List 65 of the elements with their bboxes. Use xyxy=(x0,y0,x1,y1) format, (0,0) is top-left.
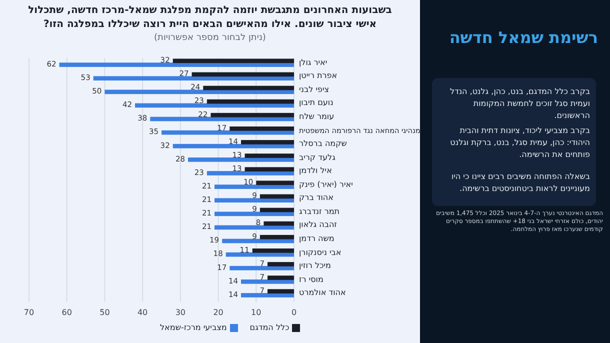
chart-title: בשבועות האחרונים מתגבשת יוזמה להקמת מפלגת שמאל-מרכז חדשה, שתכלול אישי ציבור שונים. אילו מהאישים הבאים היית רוצה שיכללו במפלגה הזו? xyxy=(27,4,393,32)
bar xyxy=(252,248,294,253)
bar xyxy=(241,140,294,144)
text: בקרב מצביעי ליכוד, ציונות דתית והבית היהודי: כהן, עמית סגל, בנט, ברקת וגלנט פותחים את הרשימה. xyxy=(449,125,590,161)
bar xyxy=(241,280,294,284)
bar xyxy=(268,262,294,266)
y-tick-label: מוסי רז xyxy=(299,274,324,284)
y-tick-label: יאיר גולן xyxy=(299,58,328,67)
y-tick-label: נועם תיבון xyxy=(299,98,334,108)
x-tick-label: 60 xyxy=(62,308,72,317)
chart-subtitle: (ניתן לבחור מספר אפשרויות) xyxy=(153,33,267,43)
y-tick-label: אבי ניסנקורן xyxy=(299,248,342,257)
x-tick-label: 20 xyxy=(213,308,224,317)
text: בקרב כלל המדגם, בנט, כהן, גלנט, הנדל ועמית סגל זוכים לחמשת המקומות הראשונים. xyxy=(448,86,590,122)
bar xyxy=(256,180,294,186)
bar xyxy=(260,194,294,199)
bar xyxy=(268,289,294,294)
legend-label: מצביעי מרכז-שמאל xyxy=(160,323,227,332)
bar xyxy=(214,212,294,216)
bar xyxy=(172,58,294,64)
bar xyxy=(206,99,294,104)
y-tick-label: גלעד קריב xyxy=(299,152,336,162)
x-tick-label: 70 xyxy=(24,308,34,317)
text: בשאלה הפתוחה משיבים רבים ציינו כי היו מעוניינים לראות ביטחוניסטים ברשימה. xyxy=(450,171,590,195)
bar xyxy=(230,126,294,131)
y-tick-label: איל ולדמן xyxy=(299,166,332,176)
bar xyxy=(241,293,294,298)
bar xyxy=(172,144,294,148)
y-tick-label: עומר שלח xyxy=(299,112,334,121)
bar xyxy=(244,167,294,172)
y-tick-label: משה רדמן xyxy=(299,234,334,243)
x-tick-label: 10 xyxy=(251,308,262,317)
bar xyxy=(135,103,294,108)
bar xyxy=(244,154,294,158)
bar xyxy=(203,86,294,90)
bar xyxy=(214,225,294,230)
bar xyxy=(260,208,294,212)
legend-label: כלל המדגם xyxy=(250,323,290,332)
bar xyxy=(268,276,294,280)
y-tick-label: יאיר (יאיר) פינק xyxy=(299,180,353,189)
y-tick-label: שקמה ברסלר xyxy=(299,139,347,148)
x-tick-label: 40 xyxy=(137,308,148,317)
bar xyxy=(230,266,294,270)
bar xyxy=(188,158,294,162)
bar xyxy=(192,72,294,77)
y-tick-label: אהוד אולמרט xyxy=(299,288,346,298)
bar xyxy=(59,62,294,67)
bar xyxy=(214,198,294,202)
bar xyxy=(206,171,294,176)
x-tick-label: 50 xyxy=(100,308,110,317)
y-tick-label: זהבה גלאון xyxy=(299,220,337,230)
y-tick-label: אהוד ברק xyxy=(299,193,334,202)
bar xyxy=(264,221,294,226)
y-tick-label: ציפי לבני xyxy=(299,84,330,94)
y-tick-label: תמר זנדברג xyxy=(299,206,340,216)
x-tick-label: 0 xyxy=(291,308,297,317)
bar xyxy=(210,112,294,118)
bar xyxy=(214,184,294,189)
bar xyxy=(93,76,294,80)
bar xyxy=(260,234,294,240)
y-tick-label: מיכל רוזין xyxy=(299,261,331,270)
bar xyxy=(104,90,294,94)
x-tick-label: 30 xyxy=(175,308,186,317)
text: רשימת שמאל חדשה xyxy=(448,28,598,47)
y-tick-label: אפרת רייטן xyxy=(299,71,338,80)
